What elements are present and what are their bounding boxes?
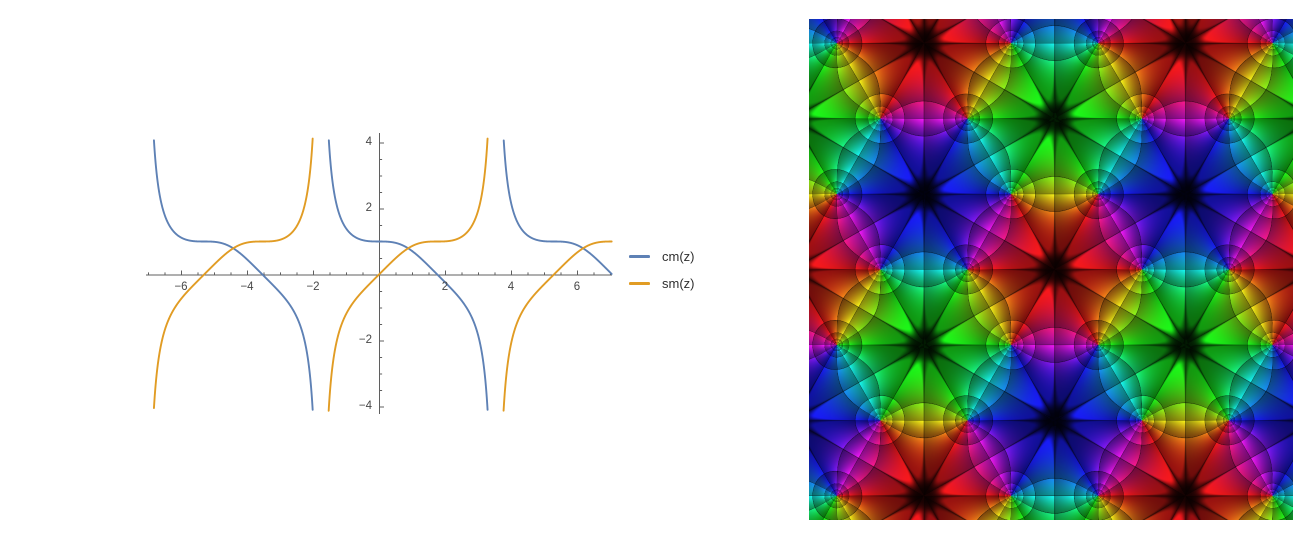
legend-item-sm: sm(z) (629, 270, 695, 297)
complex-plane-plot-canvas (809, 19, 1293, 520)
legend-item-cm: cm(z) (629, 243, 695, 270)
plot-legend: cm(z) sm(z) (629, 243, 695, 297)
y-tick-label: 2 (365, 202, 372, 214)
x-tick-label: 4 (507, 280, 515, 293)
y-tick-label: −2 (358, 334, 372, 346)
x-tick-label: 2 (441, 280, 449, 293)
x-tick-label: 6 (573, 280, 581, 293)
sm-legend-label: sm(z) (662, 276, 695, 291)
cm-line-swatch (629, 255, 650, 258)
sm-line-swatch (629, 282, 650, 285)
x-tick-label: −6 (174, 280, 188, 293)
x-tick-label: −4 (240, 280, 254, 293)
y-tick-label: −4 (358, 400, 372, 412)
cm-legend-label: cm(z) (662, 249, 695, 264)
real-axis-plot-canvas (0, 0, 780, 540)
y-tick-label: 4 (365, 136, 372, 148)
x-tick-label: −2 (306, 280, 320, 293)
